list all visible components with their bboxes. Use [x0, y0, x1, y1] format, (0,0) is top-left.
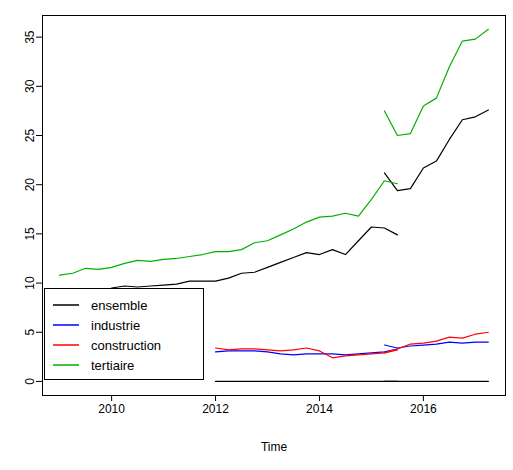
svg-text:15: 15	[23, 227, 37, 241]
svg-text:10: 10	[23, 276, 37, 290]
svg-text:5: 5	[23, 329, 37, 336]
html-text:industrie: industrie	[91, 317, 141, 333]
svg-text:20: 20	[23, 178, 37, 192]
svg-text:35: 35	[23, 30, 37, 44]
svg-text:0: 0	[23, 378, 37, 385]
html-text:construction: construction	[91, 337, 162, 353]
svg-text:30: 30	[23, 79, 37, 93]
svg-text:2012: 2012	[202, 402, 229, 416]
svg-text:25: 25	[23, 129, 37, 143]
html-text:tertiaire: tertiaire	[91, 357, 135, 373]
svg-text:2016: 2016	[410, 402, 437, 416]
svg-text:Time: Time	[261, 440, 288, 454]
svg-text:2014: 2014	[306, 402, 333, 416]
html-text:ensemble: ensemble	[91, 297, 148, 313]
svg-text:2010: 2010	[98, 402, 125, 416]
